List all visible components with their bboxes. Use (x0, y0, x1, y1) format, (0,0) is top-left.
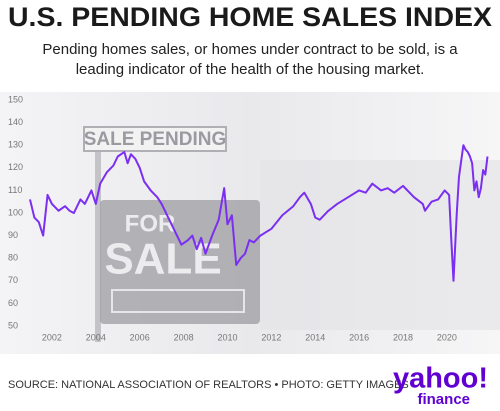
y-tick-label: 150 (8, 94, 23, 104)
source: SOURCE: NATIONAL ASSOCIATION OF REALTORS… (8, 379, 409, 391)
y-tick-label: 120 (8, 162, 23, 172)
y-tick-label: 140 (8, 117, 23, 127)
y-tick-label: 60 (8, 298, 18, 308)
sign-top-text: SALE PENDING (84, 129, 227, 150)
subtitle: leading indicator of the health of the h… (76, 61, 425, 78)
x-tick-label: 2006 (130, 332, 150, 342)
y-tick-label: 50 (8, 320, 18, 330)
x-tick-label: 2008 (174, 332, 194, 342)
y-tick-label: 100 (8, 207, 23, 217)
sign-post (95, 152, 101, 342)
chart-title: U.S. PENDING HOME SALES INDEX (8, 2, 492, 32)
x-tick-label: 2004 (86, 332, 106, 342)
y-tick-label: 130 (8, 140, 23, 150)
y-tick-label: 70 (8, 275, 18, 285)
sign-box (111, 289, 245, 313)
x-tick-label: 2014 (305, 332, 325, 342)
logo: yahoo! (393, 363, 488, 395)
x-tick-label: 2016 (349, 332, 369, 342)
x-tick-label: 2012 (261, 332, 281, 342)
x-tick-label: 2018 (393, 332, 413, 342)
photo-house (260, 160, 500, 330)
x-tick-label: 2010 (217, 332, 237, 342)
line (29, 144, 489, 282)
sign-top (83, 126, 227, 152)
x-tick-label: 2020 (437, 332, 457, 342)
logo-sub: finance (417, 391, 470, 408)
sign-bottom-text: SALE (104, 235, 221, 284)
sign-bottom (100, 200, 260, 324)
y-tick-label: 90 (8, 230, 18, 240)
subtitle: Pending homes sales, or homes under cont… (42, 41, 458, 58)
x-tick-label: 2002 (42, 332, 62, 342)
y-tick-label: 110 (8, 185, 22, 195)
y-tick-label: 80 (8, 253, 18, 263)
